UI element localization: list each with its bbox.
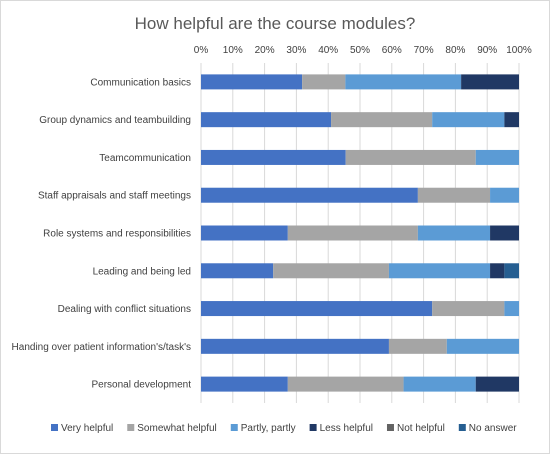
bar-segment: [417, 187, 491, 203]
legend-swatch: [309, 424, 317, 431]
x-tick-label: 10%: [223, 45, 243, 56]
bar-segment: [201, 112, 332, 128]
bar-segment: [201, 338, 389, 354]
x-tick-label: 50%: [350, 45, 370, 56]
legend-swatch: [51, 424, 58, 431]
legend: Very helpful Somewhat helpful Partly, part…: [51, 423, 517, 434]
legend-label: Not helpful: [397, 423, 445, 434]
category-label: Staff appraisals and staff meetings: [38, 191, 191, 202]
legend-label: No answer: [469, 423, 517, 434]
bar-segment: [201, 376, 288, 392]
bar-segment: [403, 376, 476, 392]
x-tick-label: 70%: [414, 45, 434, 56]
bar-segment: [287, 225, 418, 241]
category-label: Personal development: [91, 380, 191, 391]
category-label: Dealing with conflict situations: [58, 304, 191, 315]
bar-segment: [201, 263, 274, 279]
x-tick-label: 0%: [194, 45, 209, 56]
bar-segment: [388, 338, 447, 354]
bar-segment: [201, 301, 433, 317]
bar-segment: [345, 74, 462, 90]
bar-segment: [287, 376, 404, 392]
legend-swatch: [230, 424, 238, 431]
bar-segment: [504, 112, 519, 128]
legend-label: Very helpful: [61, 423, 113, 434]
bar-segment: [273, 263, 389, 279]
x-tick-label: 40%: [318, 45, 338, 56]
legend-label: Somewhat helpful: [137, 423, 217, 434]
bar-segment: [201, 149, 346, 165]
bar-segment: [504, 263, 519, 279]
legend-swatch: [386, 424, 394, 431]
category-label: Teamcommunication: [99, 153, 191, 164]
bar-segment: [432, 301, 505, 317]
bars: [201, 74, 519, 392]
legend-label: Less helpful: [320, 423, 373, 434]
x-axis-ticks: 0% 10% 20% 30% 40% 50% 60% 70% 80% 90% 100%: [194, 45, 532, 56]
bar-segment: [475, 376, 519, 392]
category-label: Leading and being led: [93, 266, 191, 277]
bar-segment: [504, 301, 519, 317]
category-label: Communication basics: [90, 77, 191, 88]
x-tick-label: 20%: [255, 45, 275, 56]
bar-segment: [201, 187, 418, 203]
x-tick-label: 60%: [382, 45, 402, 56]
x-tick-label: 90%: [477, 45, 497, 56]
legend-swatch: [127, 424, 135, 431]
legend-label: Partly, partly: [241, 423, 296, 434]
category-label: Handing over patient information's/task'…: [12, 342, 191, 353]
category-label: Group dynamics and teambuilding: [39, 115, 191, 126]
bar-segment: [461, 74, 519, 90]
bar-segment: [490, 263, 505, 279]
bar-segment: [201, 74, 303, 90]
category-label: Role systems and responsibilities: [43, 229, 191, 240]
category-labels: Communication basics Group dynamics and t…: [12, 77, 192, 390]
bar-segment: [302, 74, 346, 90]
bar-segment: [201, 225, 288, 241]
bar-segment: [388, 263, 491, 279]
bar-segment: [432, 112, 505, 128]
x-tick-label: 100%: [506, 45, 532, 56]
bar-segment: [490, 225, 519, 241]
bar-segment: [345, 149, 476, 165]
bar-segment: [490, 187, 519, 203]
chart-title: How helpful are the course modules?: [135, 14, 416, 33]
x-tick-label: 80%: [445, 45, 465, 56]
bar-segment: [475, 149, 519, 165]
bar-segment: [446, 338, 519, 354]
legend-swatch: [458, 424, 466, 431]
x-tick-label: 30%: [286, 45, 306, 56]
bar-segment: [417, 225, 491, 241]
bar-segment: [331, 112, 433, 128]
